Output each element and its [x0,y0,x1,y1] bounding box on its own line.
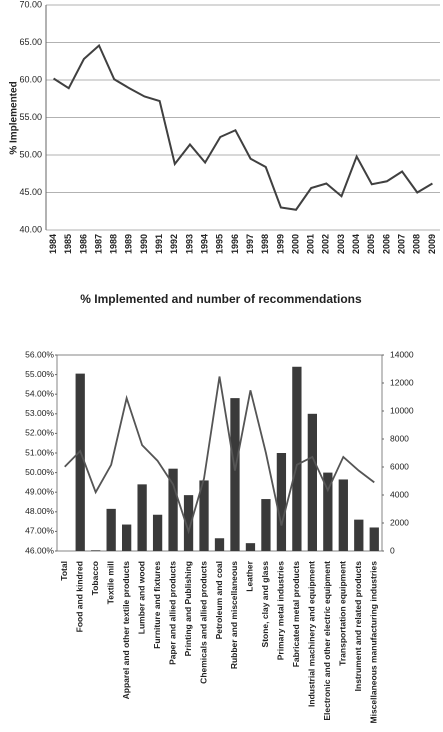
x-tick-label: 1989 [124,234,134,254]
x-tick-label: 2005 [366,234,376,254]
x-tick-label: 2001 [306,234,316,254]
y2-tick-label: 10000 [390,405,414,415]
y-tick-label: 70.00 [19,0,42,9]
line [64,376,375,535]
y2-tick-label: 12000 [390,377,414,387]
y-tick-label: 55.00 [19,112,42,122]
x-tick-label: Printing and Publishing [183,561,193,656]
x-tick-label: Petroleum and coal [214,561,224,639]
bar [168,468,178,551]
x-tick-label: Tobacco [90,561,100,595]
bar [307,413,317,551]
x-tick-label: Leather [245,560,255,591]
y-tick-label: 54.00% [25,388,54,398]
x-tick-label: Food and kindred [74,561,84,632]
x-tick-label: 1985 [63,234,73,254]
bar [338,479,348,551]
y2-tick-label: 6000 [390,461,409,471]
x-tick-label: 1996 [230,234,240,254]
x-tick-label: 2004 [351,234,361,254]
x-tick-label: 2000 [290,234,300,254]
x-tick-label: 1999 [275,234,285,254]
y2-tick-label: 4000 [390,489,409,499]
x-tick-label: Lumber and wood [136,561,146,634]
x-tick-label: Paper and allied products [167,561,177,665]
x-tick-label: 2002 [321,234,331,254]
y-tick-label: 40.00 [19,224,42,234]
y-tick-label: 50.00% [25,467,54,477]
y2-tick-label: 14000 [390,349,414,359]
y-tick-label: 45.00 [19,187,42,197]
x-tick-label: 1998 [260,234,270,254]
x-tick-label: 2007 [396,234,406,254]
bar [91,550,101,551]
bar [292,366,302,551]
bar [106,508,116,551]
plot-frame [56,354,383,552]
bar [214,538,225,551]
y-tick-label: 65.00 [19,37,42,47]
bar [261,499,271,551]
y2-tick-label: 0 [390,545,395,555]
x-tick-label: Furniture and fixtures [152,561,162,649]
x-tick-label: Fabricated metal products [291,561,301,668]
x-tick-label: 1986 [78,234,88,254]
y-tick-label: 55.00% [25,369,54,379]
bar [276,453,287,551]
x-tick-label: 1994 [199,234,209,254]
x-tick-label: 1988 [109,234,119,254]
x-tick-label: Stone, clay and glass [260,561,270,648]
x-tick-label: 2009 [427,234,437,254]
bar [152,514,163,551]
x-tick-label: 1984 [48,234,58,254]
bar [369,527,379,551]
y-tick-label: 52.00% [25,428,54,438]
x-tick-label: Electronic and other electric equipment [322,561,332,721]
x-tick-label: Textile mill [105,561,115,604]
bar [354,519,364,551]
bar [137,484,147,551]
x-tick-label: 1990 [139,234,149,254]
bar [122,524,132,551]
x-tick-label: 2003 [336,234,346,254]
y2-tick-label: 2000 [390,517,409,527]
y-tick-label: 46.00% [25,545,54,555]
y-tick-label: 49.00% [25,486,54,496]
x-tick-label: Industrial machinery and equipment [307,561,317,707]
x-tick-label: 1991 [154,234,164,254]
bar [230,398,240,551]
x-tick-label: Total [59,561,69,581]
chart-title: % Implemented and number of recommendati… [80,292,362,306]
bar [245,543,256,551]
x-tick-label: Instrument and related products [353,561,363,692]
x-tick-label: Apparel and other textile products [121,561,131,700]
bar [183,495,194,551]
y-tick-label: 56.00% [25,349,54,359]
y2-tick-label: 8000 [390,433,409,443]
y-tick-label: 53.00% [25,408,54,418]
x-tick-label: 1993 [184,234,194,254]
x-tick-label: 1992 [169,234,179,254]
y-tick-label: 60.00 [19,74,42,84]
y-tick-label: 50.00 [19,149,42,159]
x-tick-label: 1997 [245,234,255,254]
x-tick-label: Primary metal industries [276,561,286,660]
bar [75,373,85,551]
x-tick-label: Chemicals and allied products [198,561,208,684]
x-tick-label: 2008 [412,234,422,254]
bar [323,472,333,551]
y-tick-label: 48.00% [25,506,54,516]
x-tick-label: Rubber and miscellaneous [229,561,239,669]
line [53,43,433,211]
x-tick-label: Transportation equipment [338,561,348,666]
x-tick-label: 1987 [93,234,103,254]
bar [199,480,209,551]
x-tick-label: 1995 [215,234,225,254]
y-tick-label: 51.00% [25,447,54,457]
x-tick-label: Miscellaneous manufacturing industries [369,561,379,724]
y-axis-label: % Implemented [9,81,20,154]
x-tick-label: 2006 [381,234,391,254]
y-tick-label: 47.00% [25,526,54,536]
